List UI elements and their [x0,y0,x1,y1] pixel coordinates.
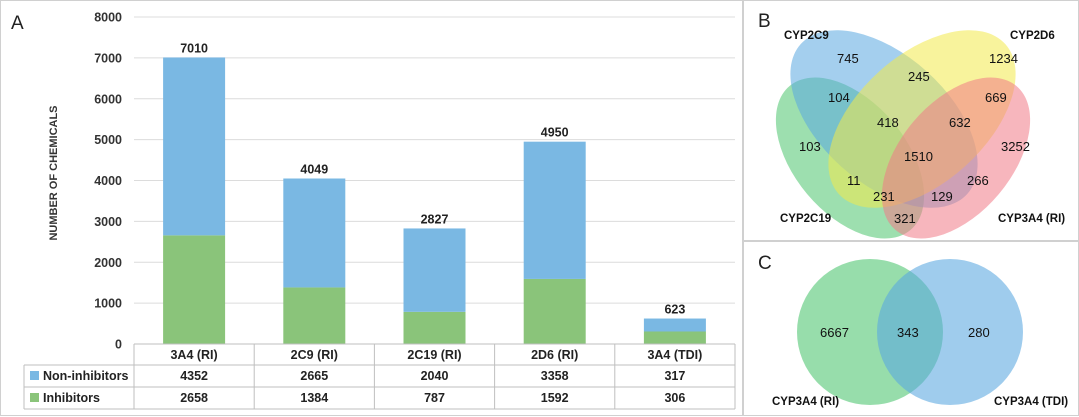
bar-segment-inhibitors [283,287,346,344]
venn-b-ellipse-cyp3a4-ri [881,77,1031,239]
bar-segment-inhibitors [403,311,466,344]
table-cell: 3358 [541,369,569,383]
bars: 7010 4049 2827 4950 623 [163,41,706,344]
data-table: 3A4 (RI) 2C9 (RI) 2C19 (RI) 2D6 (RI) 3A4 (TD… [23,343,736,410]
y-tick-label: 3000 [94,215,122,229]
bar-segment-non-inhibitors [403,228,466,312]
legend-swatch [30,371,39,380]
panel-c-letter: C [758,253,772,274]
venn-two-set: C 6667 343 280 CYP3A4 (RI) CYP3A4 (TDI) [758,253,1068,408]
table-cell: 2658 [180,391,208,405]
y-tick-label: 4000 [94,174,122,188]
table-cell: 4352 [180,369,208,383]
y-tick-label: 7000 [94,51,122,65]
venn-c-both: 343 [897,325,919,340]
y-tick-label: 1000 [94,297,122,311]
table-cell: 1384 [300,391,328,405]
venn-b-c19-a4: 321 [894,211,916,226]
table-cell: 2665 [300,369,328,383]
venn-b-c9-d6-c19: 418 [877,115,899,130]
bar-segment-inhibitors [643,331,706,344]
venn-b-d6-only: 1234 [989,51,1018,66]
table-cell: 317 [664,369,685,383]
venn-four-set: B CYP2C9 CYP2D6 CYP2C19 CYP3A4 (RI) 745 … [758,11,1065,239]
table-row-label: Non-inhibitors [43,369,128,383]
bar-segment-non-inhibitors [163,57,226,236]
venn-c-right-only: 280 [968,325,990,340]
venn-b-c19-only: 103 [799,139,821,154]
bar-segment-non-inhibitors [283,178,346,288]
bar-total-label: 2827 [421,212,449,226]
table-row-label: Inhibitors [43,391,100,405]
y-tick-label: 5000 [94,133,122,147]
y-tick-label: 2000 [94,256,122,270]
bar-total-label: 7010 [180,41,208,55]
gridlines [134,16,735,345]
table-cell: 2040 [421,369,449,383]
bar-segment-non-inhibitors [643,318,706,332]
table-cell: 1592 [541,391,569,405]
bar-total-label: 623 [664,303,685,317]
y-tick-label: 6000 [94,92,122,106]
venn-b-c19-d6-a4: 266 [967,173,989,188]
venn-b-c9-c19-a4: 129 [931,189,953,204]
bar-segment-non-inhibitors [523,141,586,279]
panel-a: A NUMBER OF CHEMICALS 0 1000 2000 3000 4000 5… [0,0,743,416]
venn-b-c9-only: 745 [837,51,859,66]
venn-b-c9-c19: 104 [828,90,850,105]
venn-b-label-cyp3a4-ri: CYP3A4 (RI) [998,213,1065,225]
bar-total-label: 4950 [541,126,569,140]
table-cell: 306 [664,391,685,405]
venn-b-d6-a4: 669 [985,90,1007,105]
bar-segment-inhibitors [523,278,586,344]
x-category-label: 2C19 (RI) [407,348,461,362]
venn-c-left-only: 6667 [820,325,849,340]
panel-a-letter: A [11,13,24,34]
venn-b-c9-a4: 231 [873,189,895,204]
venn-b-all: 1510 [904,149,933,164]
venn-c-circle-tdi [877,259,1023,405]
x-category-label: 3A4 (RI) [170,348,217,362]
y-axis-label: NUMBER OF CHEMICALS [48,105,60,240]
venn-b-c9-d6: 245 [908,69,930,84]
panel-b: B CYP2C9 CYP2D6 CYP2C19 CYP3A4 (RI) 745 … [743,0,1079,241]
x-category-label: 2D6 (RI) [531,348,578,362]
bar-total-label: 4049 [300,162,328,176]
venn-b-c9-d6-a4: 632 [949,115,971,130]
venn-b-c19-d6: 11 [847,173,861,188]
venn-c-label-ri: CYP3A4 (RI) [772,396,839,408]
venn-b-label-cyp2c19: CYP2C19 [780,213,831,225]
bar-segment-inhibitors [163,235,226,344]
stacked-bar-chart: A NUMBER OF CHEMICALS 0 1000 2000 3000 4000 5… [11,11,736,410]
x-category-label: 3A4 (TDI) [647,348,702,362]
venn-b-a4-only: 3252 [1001,139,1030,154]
venn-b-label-cyp2d6: CYP2D6 [1010,30,1055,42]
panel-b-letter: B [758,11,771,32]
y-tick-label: 8000 [94,11,122,25]
y-tick-label: 0 [115,338,122,352]
panel-c: C 6667 343 280 CYP3A4 (RI) CYP3A4 (TDI) [743,241,1079,416]
x-category-label: 2C9 (RI) [291,348,338,362]
table-cell: 787 [424,391,445,405]
venn-c-label-tdi: CYP3A4 (TDI) [994,396,1068,408]
venn-b-label-cyp2c9: CYP2C9 [784,30,829,42]
legend-swatch [30,393,39,402]
y-tick-labels: 0 1000 2000 3000 4000 5000 6000 7000 8000 [94,11,122,352]
